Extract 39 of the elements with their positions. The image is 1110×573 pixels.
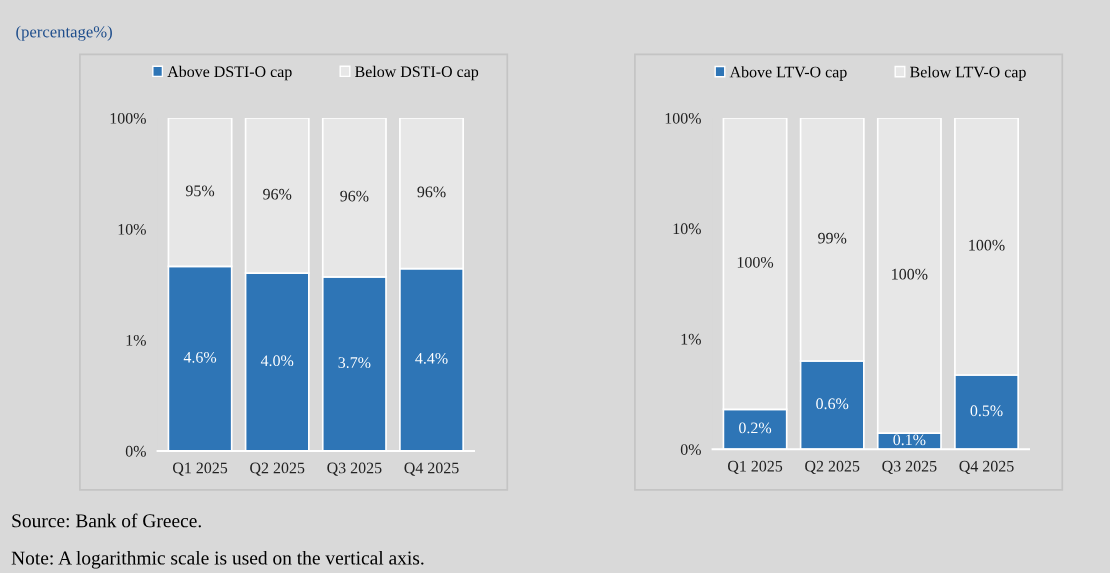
x-tick-label: Q4 2025 — [404, 462, 459, 476]
x-tick-label: Q1 2025 — [727, 460, 783, 475]
data-label: 100% — [737, 256, 774, 268]
x-tick-label: Q1 2025 — [172, 462, 228, 476]
data-label: 100% — [892, 268, 928, 280]
data-label: 100% — [969, 239, 1005, 251]
data-label: 0.2% — [739, 422, 772, 434]
source-note: Source: Bank of Greece. — [12, 513, 201, 528]
y-tick-label: 0% — [125, 445, 146, 457]
y-tick-label: 10% — [118, 223, 146, 235]
legend-label: Below LTV-O cap — [910, 66, 1026, 81]
x-tick-label: Q2 2025 — [805, 460, 860, 475]
text: (percentage%) — [16, 25, 112, 41]
data-label: 96% — [417, 186, 446, 198]
data-label: 0.6% — [816, 398, 849, 410]
y-tick-label: 100% — [110, 112, 146, 124]
legend-label: Below DSTI-O cap — [355, 65, 479, 81]
y-tick-label: 1% — [681, 333, 701, 345]
data-label: 0.1% — [893, 434, 926, 446]
data-label: 4.0% — [260, 355, 294, 367]
data-label: 96% — [263, 188, 292, 200]
data-label: 0.5% — [970, 405, 1003, 417]
legend-label: Above LTV-O cap — [729, 66, 847, 81]
legend-label: Above DSTI-O cap — [167, 65, 292, 81]
x-tick-label: Q2 2025 — [250, 462, 305, 476]
y-tick-label: 100% — [665, 112, 701, 124]
data-label: 3.7% — [338, 357, 371, 369]
data-label: 95% — [185, 185, 215, 197]
text: Note: A logarithmic scale is used on the vertical axis. — [11, 550, 424, 569]
x-tick-label: Q3 2025 — [327, 462, 382, 476]
y-tick-label: 1% — [126, 334, 146, 346]
y-tick-label: 0% — [680, 444, 701, 455]
data-label: 96% — [340, 190, 369, 202]
data-label: 99% — [818, 232, 847, 244]
x-tick-label: Q3 2025 — [882, 460, 937, 475]
data-label: 4.6% — [183, 351, 217, 363]
data-label: 4.4% — [415, 352, 448, 364]
y-tick-label: 10% — [673, 223, 701, 235]
x-tick-label: Q4 2025 — [959, 460, 1014, 475]
